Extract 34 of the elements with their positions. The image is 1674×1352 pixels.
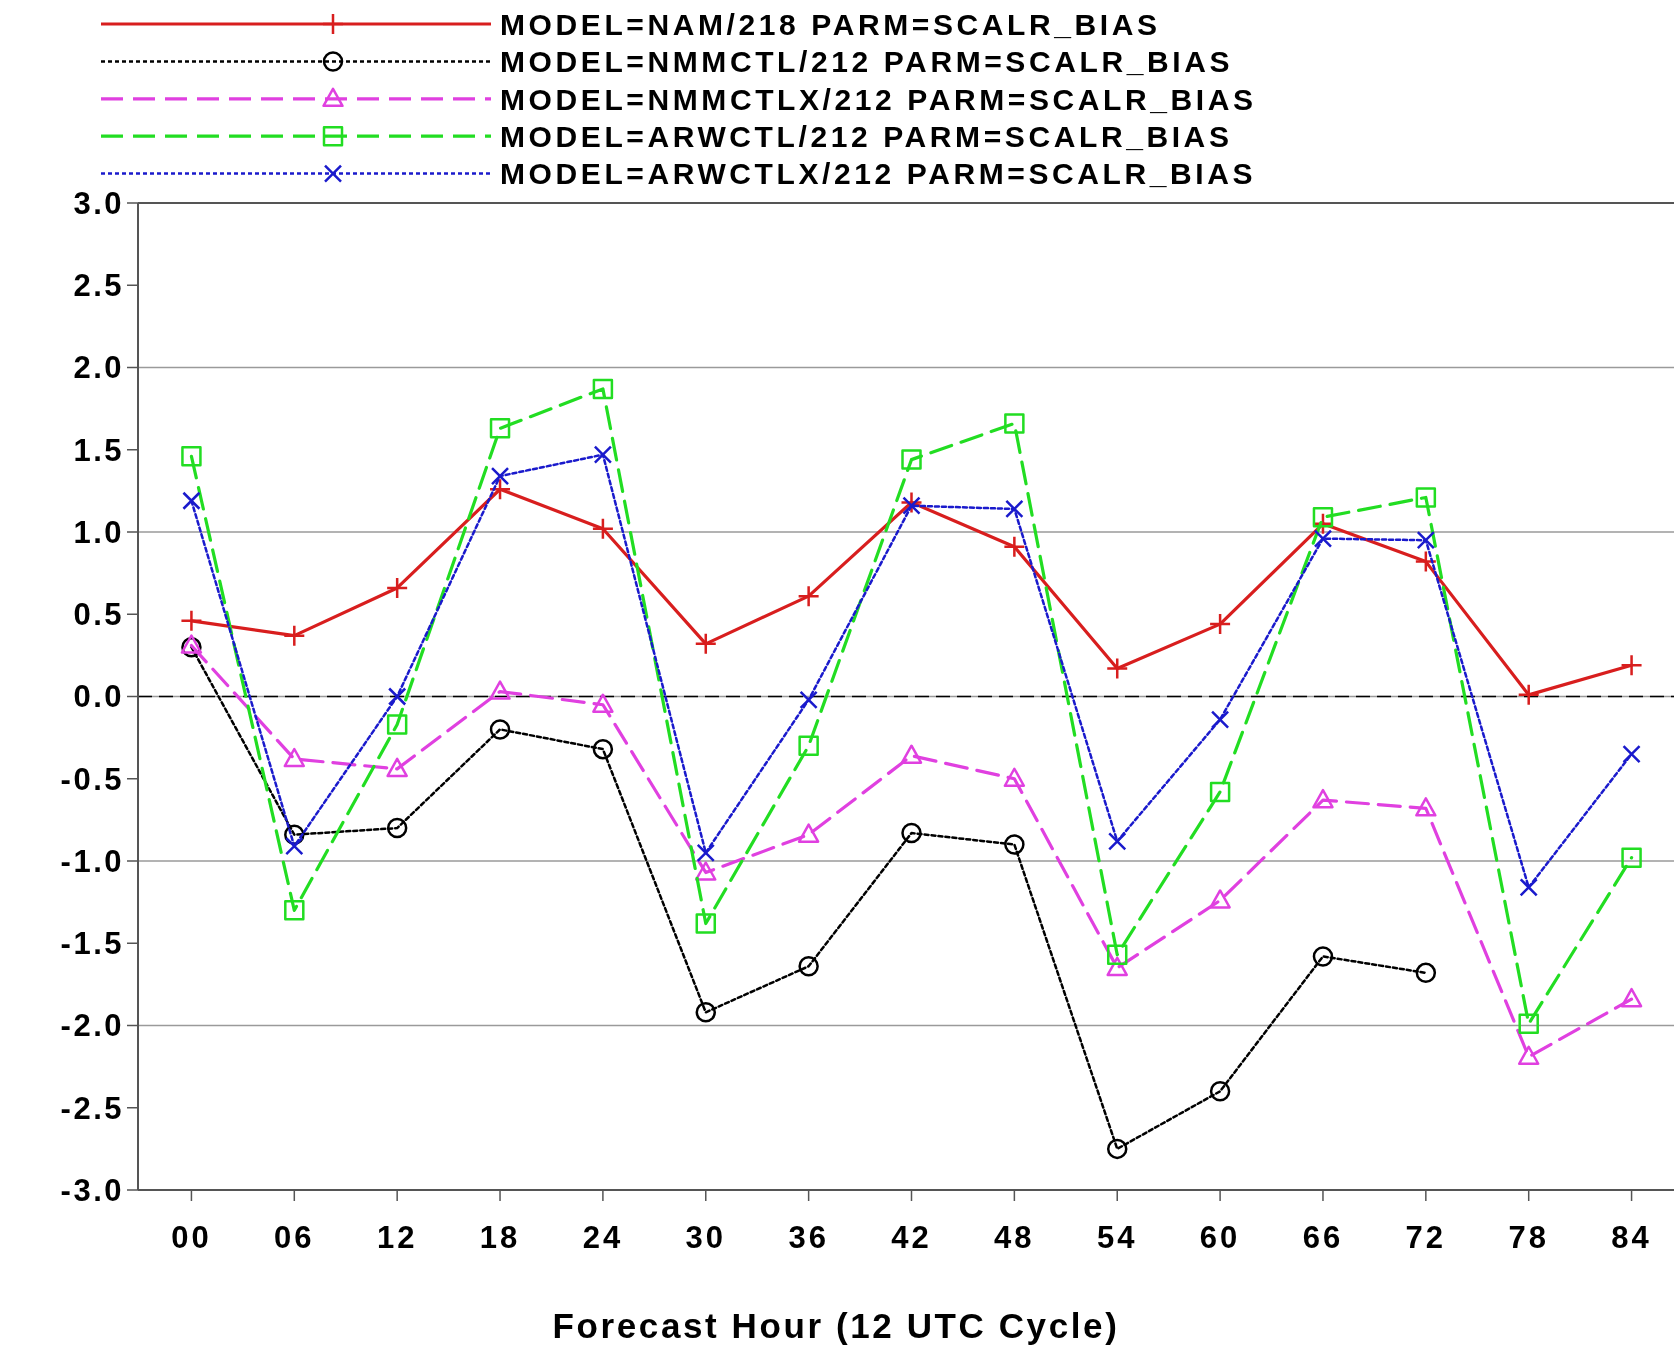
y-tick-label: -0.5 [60, 761, 124, 797]
y-tick-label: 1.5 [73, 432, 124, 468]
x-tick-label: 12 [376, 1220, 418, 1255]
x-tick-label: 30 [685, 1220, 727, 1255]
y-tick-label: 0.5 [73, 597, 124, 633]
x-tick-label: 72 [1405, 1220, 1447, 1255]
y-tick-label: -3.0 [60, 1172, 124, 1208]
y-tick-label: -1.5 [60, 926, 124, 962]
x-tick-label: 24 [582, 1220, 624, 1255]
y-tick-label: 0.0 [73, 679, 124, 715]
x-tick-label: 54 [1096, 1220, 1138, 1255]
x-tick-label: 60 [1199, 1220, 1241, 1255]
x-tick-label: 42 [891, 1220, 932, 1255]
x-tick-label: 48 [994, 1220, 1035, 1255]
legend-label: MODEL=NMMCTL/212 PARM=SCALR_BIAS [500, 45, 1234, 79]
legend-label: MODEL=NAM/218 PARM=SCALR_BIAS [500, 7, 1161, 41]
y-tick-label: 2.5 [73, 268, 124, 304]
x-tick-label: 18 [479, 1220, 521, 1255]
y-tick-label: -1.0 [60, 843, 124, 879]
y-tick-label: -2.5 [60, 1090, 124, 1126]
x-tick-label: 66 [1302, 1220, 1344, 1255]
y-tick-label: -2.0 [60, 1008, 124, 1044]
x-axis-title: Forecast Hour (12 UTC Cycle) [552, 1306, 1120, 1345]
y-tick-label: 1.0 [73, 514, 124, 550]
x-tick-label: 06 [274, 1220, 315, 1255]
legend-label: MODEL=NMMCTLX/212 PARM=SCALR_BIAS [500, 82, 1257, 116]
x-tick-label: 84 [1611, 1220, 1652, 1255]
x-tick-label: 36 [788, 1220, 829, 1255]
x-tick-label: 78 [1508, 1220, 1549, 1255]
legend-label: MODEL=ARWCTLX/212 PARM=SCALR_BIAS [500, 157, 1257, 191]
y-tick-label: 2.0 [73, 350, 124, 386]
x-tick-label: 00 [171, 1220, 212, 1255]
y-tick-label: 3.0 [73, 185, 124, 221]
legend-label: MODEL=ARWCTL/212 PARM=SCALR_BIAS [500, 120, 1233, 153]
